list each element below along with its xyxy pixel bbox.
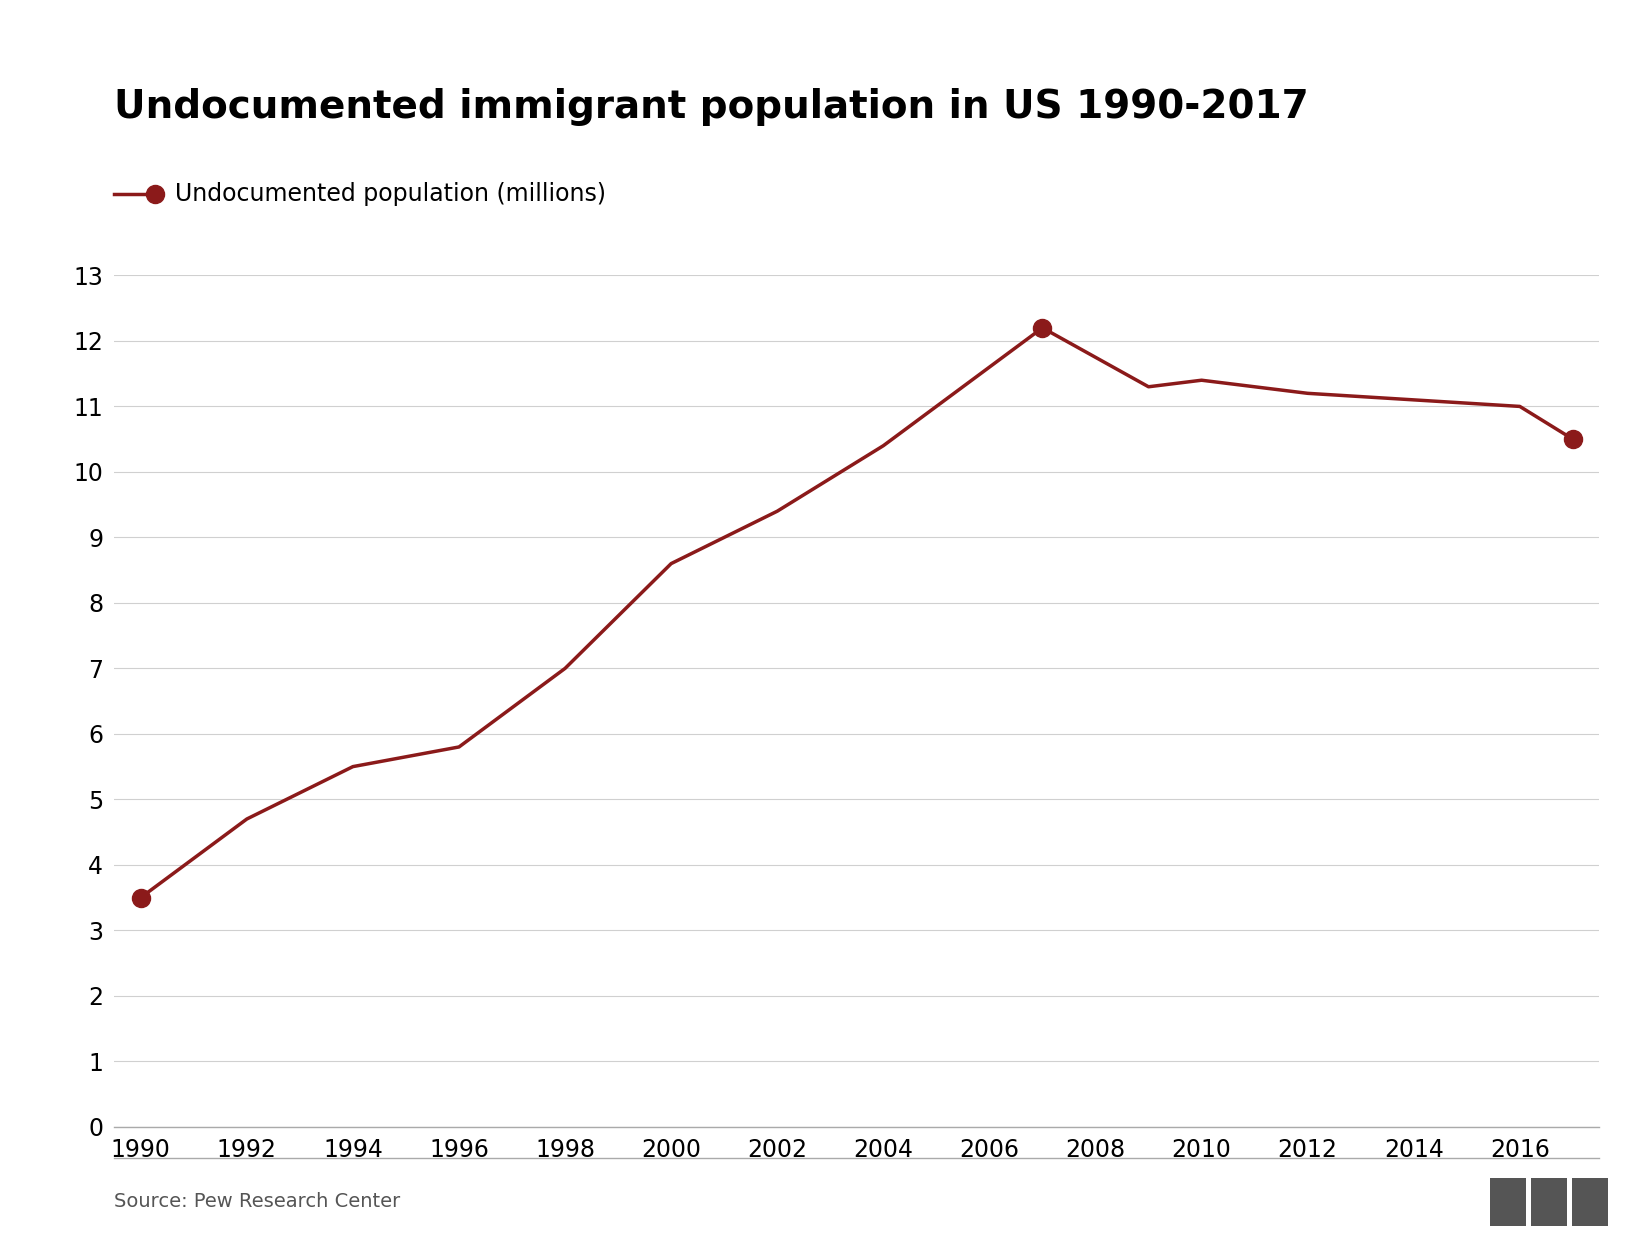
Point — [1030, 318, 1056, 338]
Text: B: B — [1500, 1192, 1516, 1212]
Text: Undocumented population (millions): Undocumented population (millions) — [175, 182, 605, 207]
Point — [1560, 429, 1586, 449]
Text: B: B — [1541, 1192, 1557, 1212]
Text: Source: Pew Research Center: Source: Pew Research Center — [114, 1192, 400, 1212]
Point — [127, 888, 153, 908]
Text: Undocumented immigrant population in US 1990-2017: Undocumented immigrant population in US … — [114, 88, 1309, 125]
Text: C: C — [1583, 1192, 1596, 1212]
